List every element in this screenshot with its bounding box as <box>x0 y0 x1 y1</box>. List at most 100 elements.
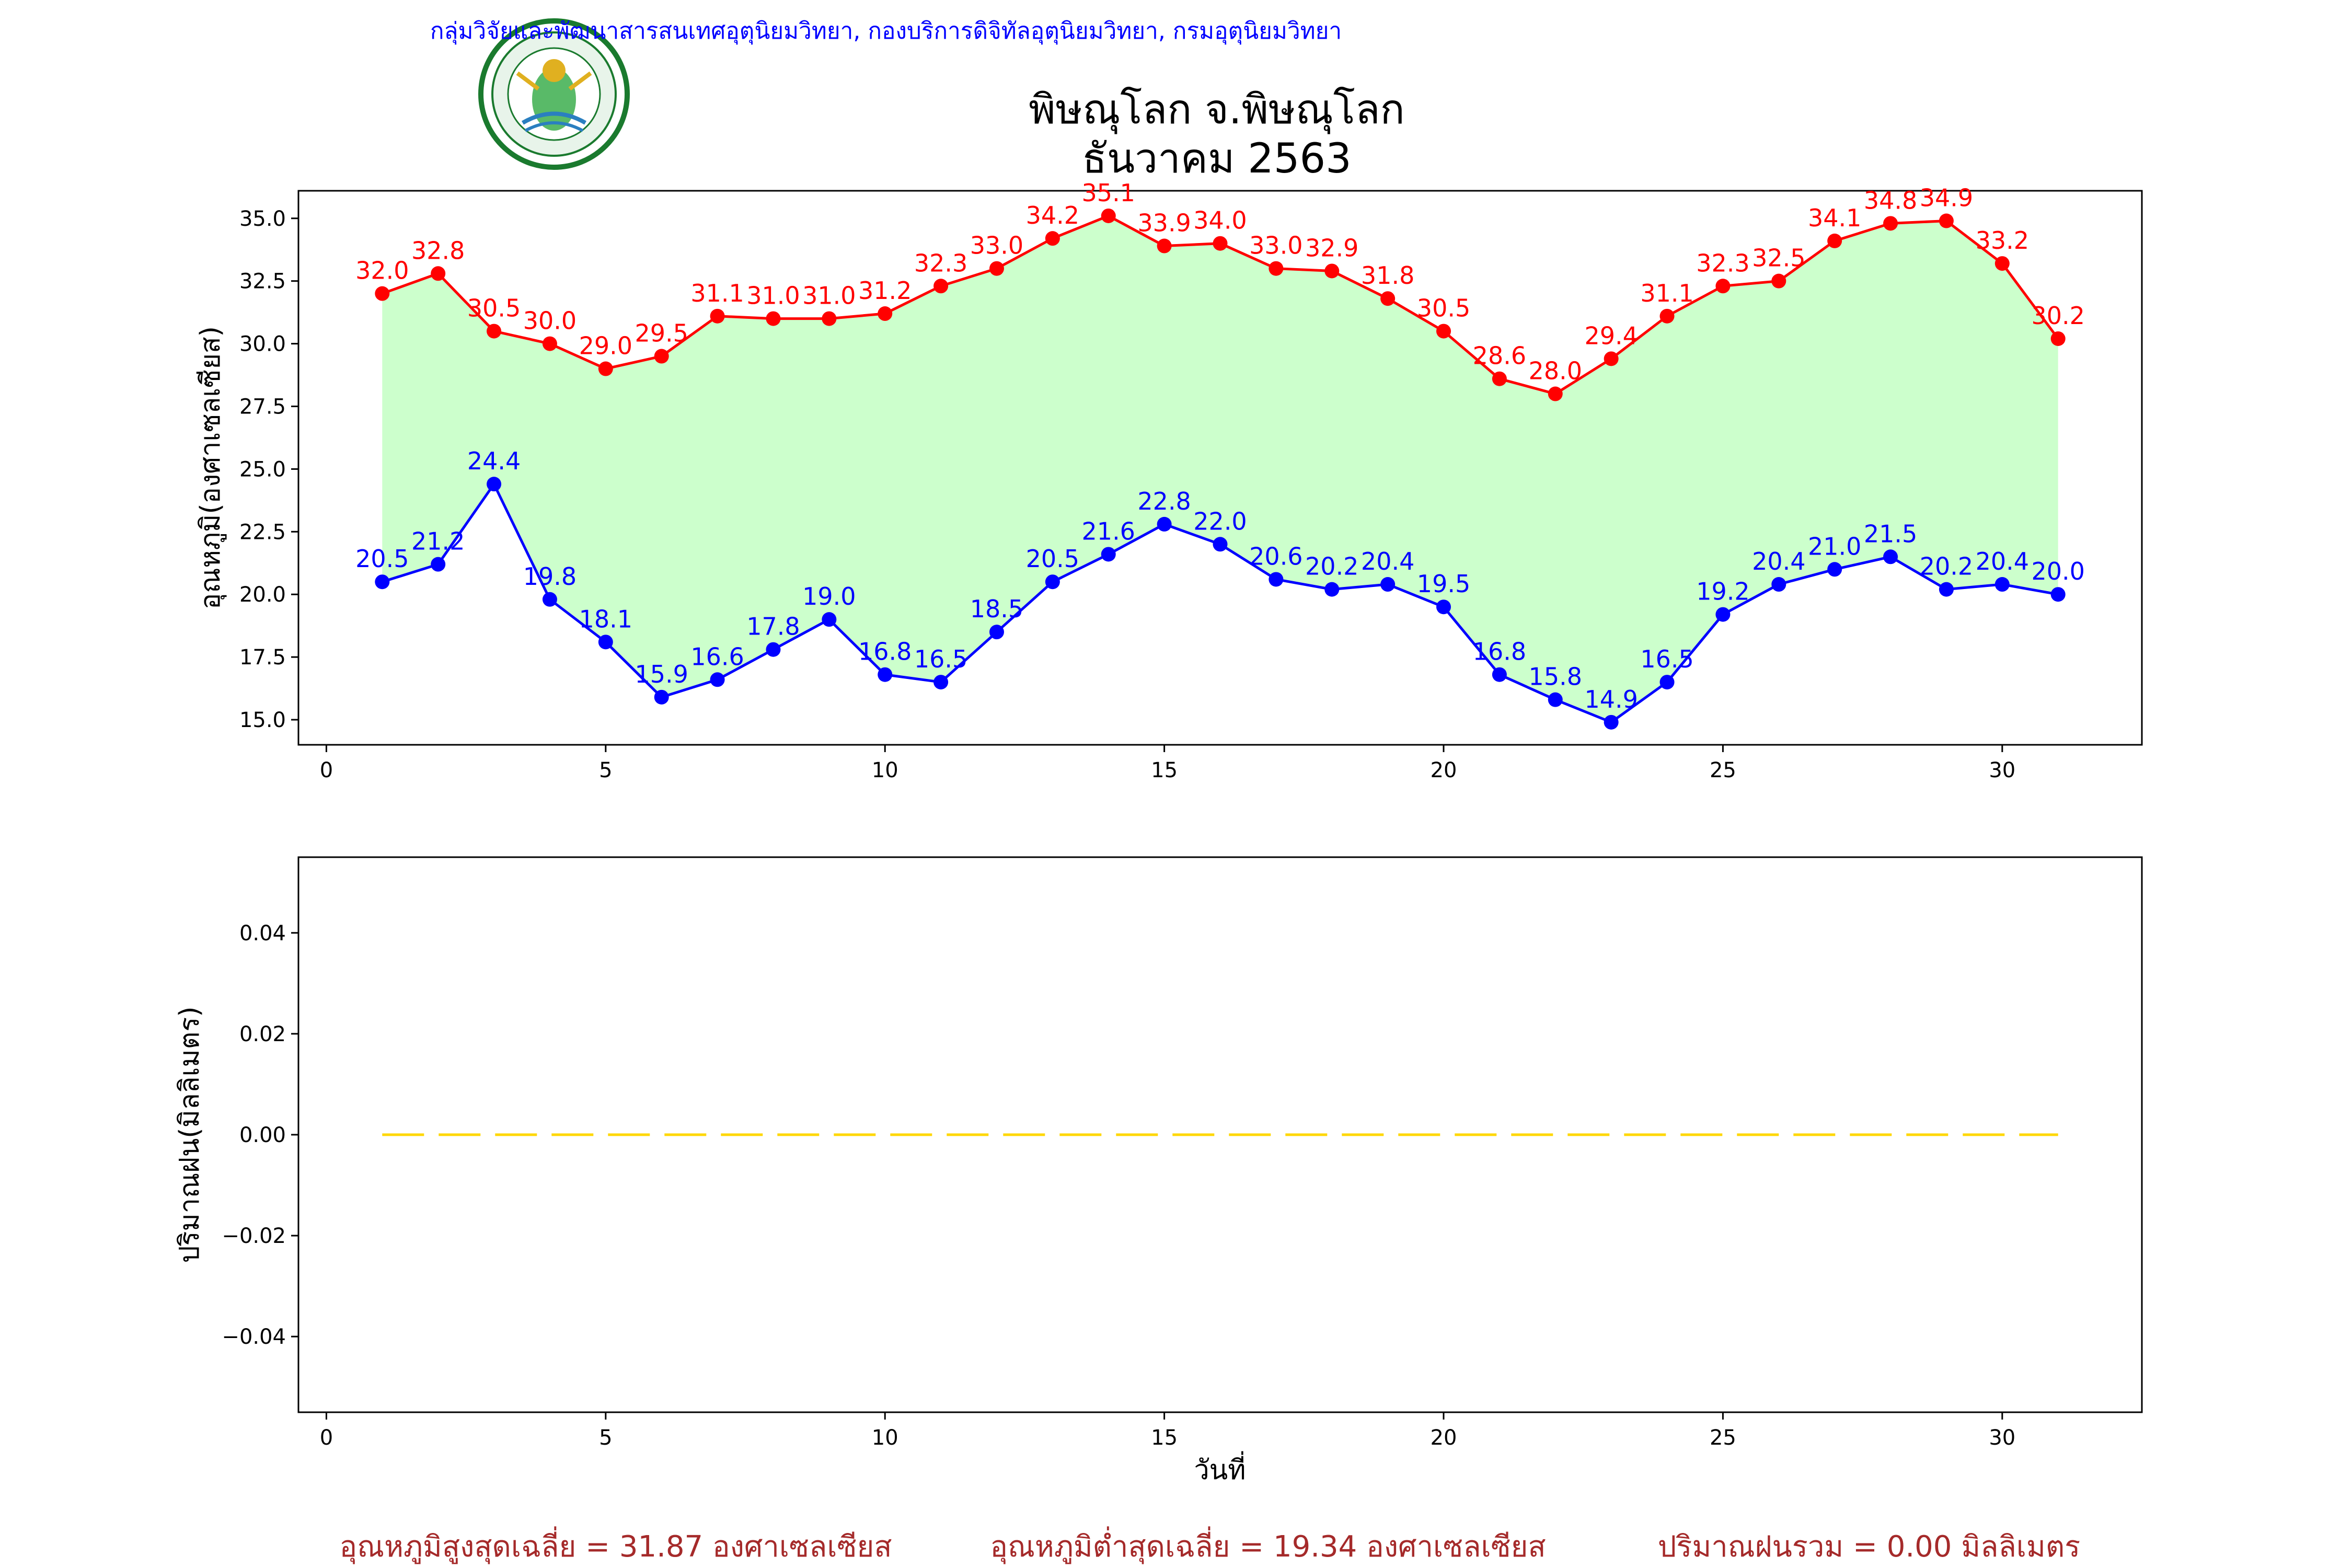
temperature-y-tick-label: 17.5 <box>239 645 286 670</box>
rainfall-chart: −0.04 −0.02 0.00 0.02 0.04 0 5 10 15 20 25 30 ปริม… <box>174 856 2143 1486</box>
temperature-max-data-label: 30.5 <box>467 294 521 322</box>
temperature-min-data-label: 20.2 <box>1920 552 1973 581</box>
temperature-y-axis-label: อุณหภูมิ(องศาเซลเซียส) <box>195 326 227 609</box>
temperature-max-point <box>1883 216 1898 231</box>
temperature-max-data-label: 32.8 <box>411 236 465 264</box>
temperature-min-data-label: 22.8 <box>1137 487 1191 515</box>
temperature-min-data-label: 20.5 <box>355 545 409 573</box>
temperature-min-data-label: 18.5 <box>970 595 1023 623</box>
temperature-min-data-label: 20.5 <box>1026 545 1079 573</box>
temperature-min-data-label: 16.5 <box>1640 645 1693 673</box>
temperature-min-point <box>1659 675 1675 690</box>
summary-rain-total: ปริมาณฝนรวม = 0.00 มิลลิเมตร <box>1658 1530 2081 1564</box>
temperature-min-point <box>542 592 557 607</box>
temperature-min-data-label: 21.5 <box>1864 520 1917 548</box>
temperature-max-data-label: 32.9 <box>1305 234 1358 262</box>
temperature-max-point <box>1157 238 1172 253</box>
temperature-max-data-label: 32.0 <box>355 257 409 285</box>
temperature-min-point <box>1045 574 1060 590</box>
temperature-max-data-label: 34.2 <box>1026 201 1079 229</box>
temperature-max-point <box>1324 263 1340 279</box>
temperature-min-data-label: 21.6 <box>1082 517 1135 545</box>
temperature-min-data-label: 22.0 <box>1193 507 1247 535</box>
temperature-series: 32.032.830.5 30.029.0 29.531.1 31.0 31.0 31.2… <box>355 179 2085 730</box>
temperature-max-data-label: 31.1 <box>1640 279 1693 307</box>
temperature-min-point <box>1548 692 1563 707</box>
temperature-min-point <box>1436 599 1451 615</box>
temperature-min-data-label: 21.2 <box>411 527 465 556</box>
temperature-min-point <box>1380 577 1396 592</box>
temperature-plot-area <box>297 190 2143 746</box>
temperature-max-point <box>1827 233 1842 248</box>
temperature-min-point <box>710 672 725 687</box>
temperature-max-data-label: 31.2 <box>858 276 912 305</box>
temperature-max-point <box>989 261 1004 276</box>
temperature-min-data-label: 21.0 <box>1808 532 1861 560</box>
temperature-x-axis: 0 5 10 15 20 25 30 <box>320 745 2015 782</box>
temperature-x-tick-label: 20 <box>1431 758 1457 782</box>
temperature-max-point <box>1436 324 1451 339</box>
temperature-max-point <box>1939 213 1954 228</box>
temperature-max-data-label: 34.8 <box>1864 186 1917 214</box>
temperature-max-data-label: 29.4 <box>1584 321 1638 350</box>
temperature-max-point <box>1771 273 1786 289</box>
temperature-y-tick-label: 20.0 <box>239 583 286 607</box>
temperature-x-tick-label: 30 <box>1989 758 2015 782</box>
rainfall-x-axis-label: วันที่ <box>1194 1451 1246 1486</box>
temperature-min-point <box>1324 582 1340 597</box>
temperature-min-data-label: 17.8 <box>746 613 800 641</box>
temperature-y-tick-label: 35.0 <box>239 207 286 231</box>
temperature-max-data-label: 30.0 <box>523 307 577 335</box>
temperature-min-data-label: 20.4 <box>1361 547 1414 575</box>
temperature-max-point <box>1492 371 1507 386</box>
temperature-min-data-label: 16.5 <box>914 645 967 673</box>
rainfall-y-tick-label: −0.04 <box>222 1325 286 1349</box>
summary-max-average: อุณหภูมิสูงสุดเฉลี่ย = 31.87 องศาเซลเซีย… <box>339 1526 892 1564</box>
temperature-min-point <box>431 557 446 572</box>
temperature-max-point <box>878 306 893 321</box>
chart-title-station: พิษณุโลก จ.พิษณุโลก <box>1029 86 1405 134</box>
temperature-max-data-label: 33.0 <box>970 232 1023 260</box>
temperature-min-point <box>1213 537 1228 552</box>
temperature-x-tick-label: 0 <box>320 758 333 782</box>
temperature-max-data-label: 31.0 <box>802 282 856 310</box>
temperature-y-tick-label: 27.5 <box>239 395 286 419</box>
temperature-max-point <box>542 336 557 351</box>
rainfall-x-tick-label: 5 <box>599 1426 612 1450</box>
rainfall-y-axis-label: ปริมาณฝน(มิลลิเมตร) <box>174 1006 205 1263</box>
temperature-y-tick-label: 30.0 <box>239 332 286 356</box>
temperature-x-tick-label: 10 <box>872 758 898 782</box>
temperature-y-tick-label: 25.0 <box>239 457 286 481</box>
temperature-min-point <box>822 612 837 627</box>
temperature-y-tick-label: 22.5 <box>239 520 286 544</box>
temperature-max-point <box>1380 291 1396 306</box>
temperature-min-data-label: 16.8 <box>1473 638 1526 666</box>
temperature-x-tick-label: 15 <box>1151 758 1178 782</box>
temperature-max-point <box>1994 256 2010 271</box>
temperature-max-point <box>654 349 669 364</box>
temperature-y-tick-label: 32.5 <box>239 270 286 294</box>
temperature-max-point <box>933 279 949 294</box>
temperature-min-point <box>1994 577 2010 592</box>
temperature-band <box>382 216 2058 722</box>
temperature-min-point <box>878 667 893 682</box>
temperature-min-point <box>1771 577 1786 592</box>
temperature-min-point <box>598 635 613 650</box>
rainfall-y-tick-label: −0.02 <box>222 1224 286 1248</box>
temperature-max-data-label: 35.1 <box>1082 179 1135 207</box>
temperature-max-data-label: 30.5 <box>1417 294 1470 322</box>
rainfall-x-tick-label: 30 <box>1989 1426 2015 1450</box>
temperature-min-data-label: 19.2 <box>1696 578 1749 606</box>
meteorological-department-logo <box>478 18 630 170</box>
temperature-max-data-label: 28.0 <box>1529 357 1582 385</box>
temperature-min-data-label: 14.9 <box>1584 685 1638 713</box>
temperature-max-point <box>1269 261 1284 276</box>
temperature-max-data-label: 34.9 <box>1920 184 1973 212</box>
temperature-min-point <box>654 689 669 705</box>
temperature-min-data-label: 20.4 <box>1976 547 2029 575</box>
rainfall-x-tick-label: 15 <box>1151 1426 1178 1450</box>
temperature-max-data-label: 28.6 <box>1473 342 1526 370</box>
temperature-min-data-label: 15.9 <box>635 660 688 688</box>
temperature-max-point <box>1715 279 1731 294</box>
